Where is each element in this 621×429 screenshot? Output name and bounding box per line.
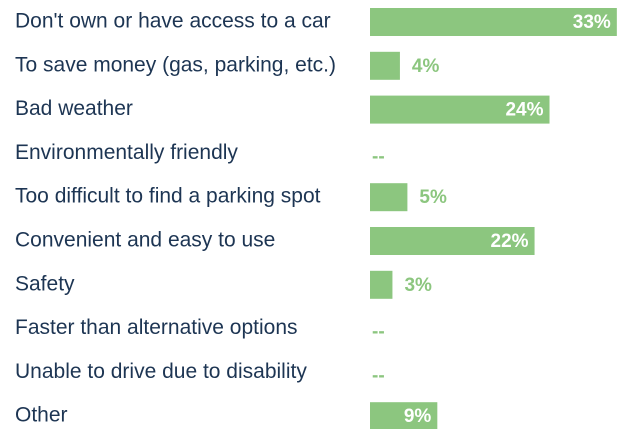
value-label: 22%: [491, 231, 529, 252]
bar: [370, 402, 438, 429]
category-label: Don't own or have access to a car: [15, 10, 331, 33]
category-label: Convenient and easy to use: [15, 229, 275, 252]
value-label: --: [372, 146, 385, 167]
category-label: Other: [15, 404, 68, 427]
category-label: To save money (gas, parking, etc.): [15, 53, 336, 76]
bar: [370, 183, 408, 212]
value-label: 5%: [419, 187, 447, 208]
category-label: Bad weather: [15, 97, 133, 120]
value-label: 24%: [505, 100, 543, 121]
bar: [370, 95, 550, 124]
category-label: Too difficult to find a parking spot: [15, 185, 321, 208]
value-label: --: [372, 322, 385, 343]
value-label: --: [372, 365, 385, 386]
category-label: Unable to drive due to disability: [15, 360, 307, 383]
bar: [370, 8, 617, 36]
value-label: 3%: [404, 275, 432, 296]
value-label: 33%: [573, 12, 611, 33]
bar: [370, 51, 400, 80]
bar: [370, 227, 535, 255]
category-label: Faster than alternative options: [15, 316, 298, 339]
category-label: Environmentally friendly: [15, 141, 238, 164]
value-label: 9%: [404, 406, 432, 427]
category-label: Safety: [15, 272, 75, 295]
value-label: 4%: [412, 56, 440, 77]
bar: [370, 270, 393, 299]
